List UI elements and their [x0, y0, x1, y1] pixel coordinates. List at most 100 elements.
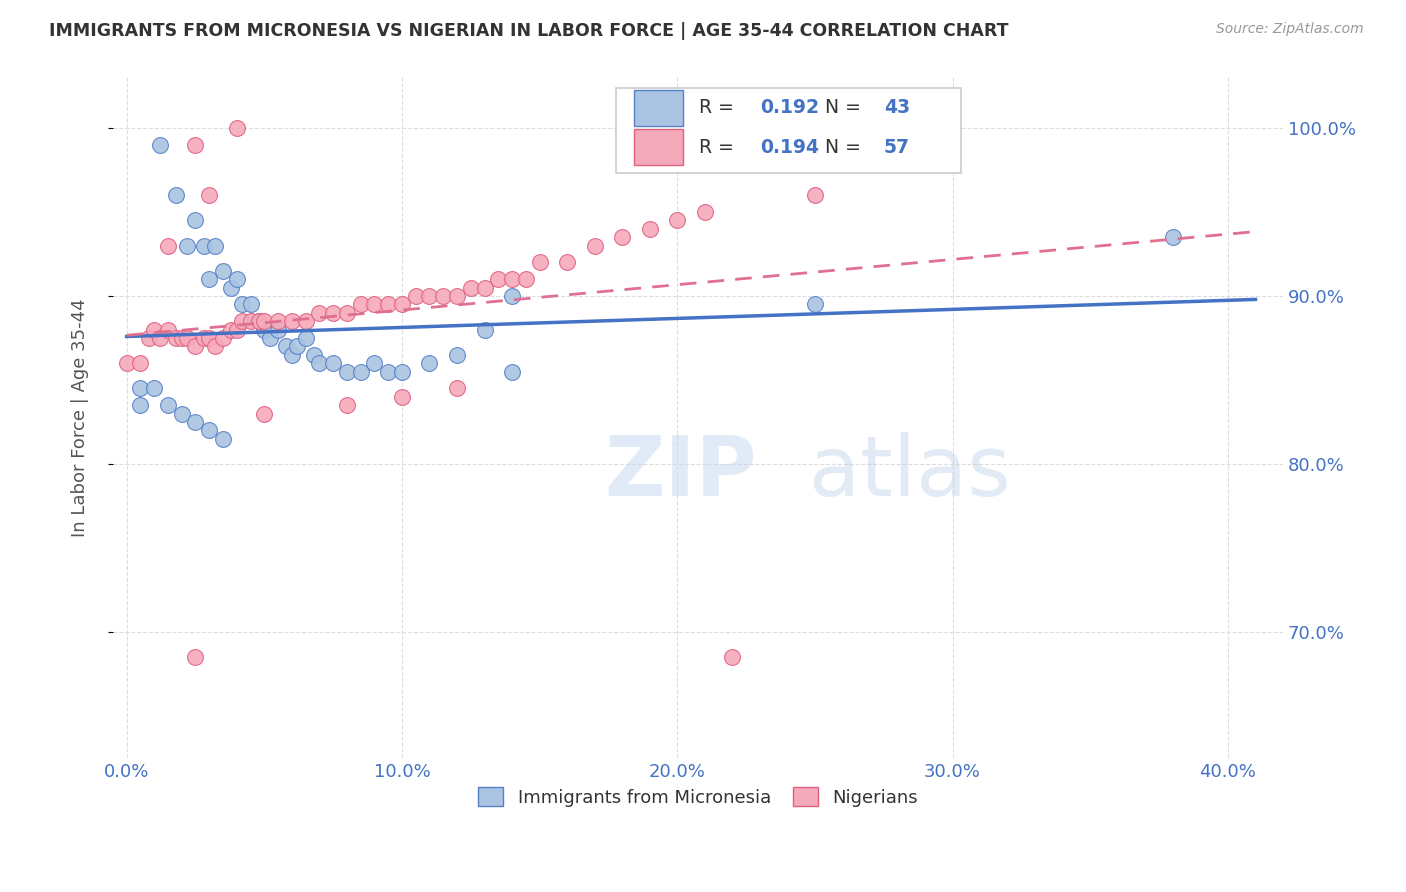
Text: N =: N = [825, 137, 868, 157]
Point [184, 213, 207, 227]
Point [156, 398, 179, 412]
Point [138, 331, 160, 345]
Point [693, 205, 716, 219]
Point [486, 272, 509, 286]
Point [115, 356, 138, 370]
Point [474, 323, 496, 337]
Point [198, 188, 221, 202]
Point [198, 424, 221, 438]
Point [294, 331, 316, 345]
Point [247, 314, 270, 328]
Point [418, 289, 440, 303]
Point [239, 297, 262, 311]
Point [276, 339, 298, 353]
Point [281, 314, 304, 328]
Point [405, 289, 427, 303]
Point [156, 238, 179, 252]
Text: ZIP: ZIP [605, 432, 756, 513]
Point [225, 272, 247, 286]
Text: atlas: atlas [808, 432, 1011, 513]
Legend: Immigrants from Micronesia, Nigerians: Immigrants from Micronesia, Nigerians [471, 780, 925, 814]
Point [129, 356, 152, 370]
Point [149, 331, 172, 345]
Text: N =: N = [825, 98, 868, 118]
FancyBboxPatch shape [634, 129, 683, 165]
Point [302, 348, 325, 362]
Point [225, 323, 247, 337]
Point [418, 356, 440, 370]
Point [638, 221, 661, 235]
Point [193, 238, 215, 252]
Point [198, 272, 221, 286]
Text: 43: 43 [884, 98, 910, 118]
Point [247, 314, 270, 328]
Point [377, 297, 399, 311]
Point [129, 382, 152, 396]
Point [612, 230, 634, 244]
Text: R =: R = [699, 98, 740, 118]
Point [529, 255, 551, 269]
Point [170, 331, 193, 345]
Point [204, 238, 226, 252]
Point [184, 415, 207, 429]
Point [219, 323, 242, 337]
Point [555, 255, 578, 269]
Text: 0.194: 0.194 [759, 137, 818, 157]
Point [391, 297, 413, 311]
Point [129, 398, 152, 412]
Point [391, 365, 413, 379]
Point [583, 238, 606, 252]
Point [294, 314, 316, 328]
Point [308, 356, 330, 370]
Point [176, 331, 198, 345]
Point [143, 323, 166, 337]
Point [322, 356, 344, 370]
Point [149, 137, 172, 152]
Point [446, 348, 468, 362]
Point [501, 272, 523, 286]
Y-axis label: In Labor Force | Age 35-44: In Labor Force | Age 35-44 [72, 299, 89, 537]
Point [446, 289, 468, 303]
Point [198, 331, 221, 345]
FancyBboxPatch shape [616, 87, 962, 173]
Point [267, 323, 290, 337]
Point [363, 356, 385, 370]
Point [666, 213, 689, 227]
Point [156, 323, 179, 337]
Point [165, 331, 187, 345]
Point [363, 297, 385, 311]
Point [165, 188, 187, 202]
Point [336, 306, 359, 320]
Point [308, 306, 330, 320]
Point [377, 365, 399, 379]
Point [322, 306, 344, 320]
Text: IMMIGRANTS FROM MICRONESIA VS NIGERIAN IN LABOR FORCE | AGE 35-44 CORRELATION CH: IMMIGRANTS FROM MICRONESIA VS NIGERIAN I… [49, 22, 1008, 40]
Point [204, 339, 226, 353]
Point [350, 297, 373, 311]
Point [212, 331, 235, 345]
Point [193, 331, 215, 345]
Point [391, 390, 413, 404]
Point [721, 650, 744, 665]
Point [474, 280, 496, 294]
Point [281, 348, 304, 362]
Point [212, 264, 235, 278]
Point [460, 280, 482, 294]
Point [239, 314, 262, 328]
Point [446, 382, 468, 396]
Point [336, 365, 359, 379]
Point [253, 407, 276, 421]
Text: Source: ZipAtlas.com: Source: ZipAtlas.com [1216, 22, 1364, 37]
Point [143, 382, 166, 396]
Point [253, 323, 276, 337]
Point [501, 365, 523, 379]
Point [501, 289, 523, 303]
Point [184, 339, 207, 353]
Text: 0.192: 0.192 [759, 98, 818, 118]
Point [219, 280, 242, 294]
Point [253, 314, 276, 328]
Point [184, 650, 207, 665]
Text: 57: 57 [884, 137, 910, 157]
Point [1161, 230, 1184, 244]
Point [285, 339, 308, 353]
